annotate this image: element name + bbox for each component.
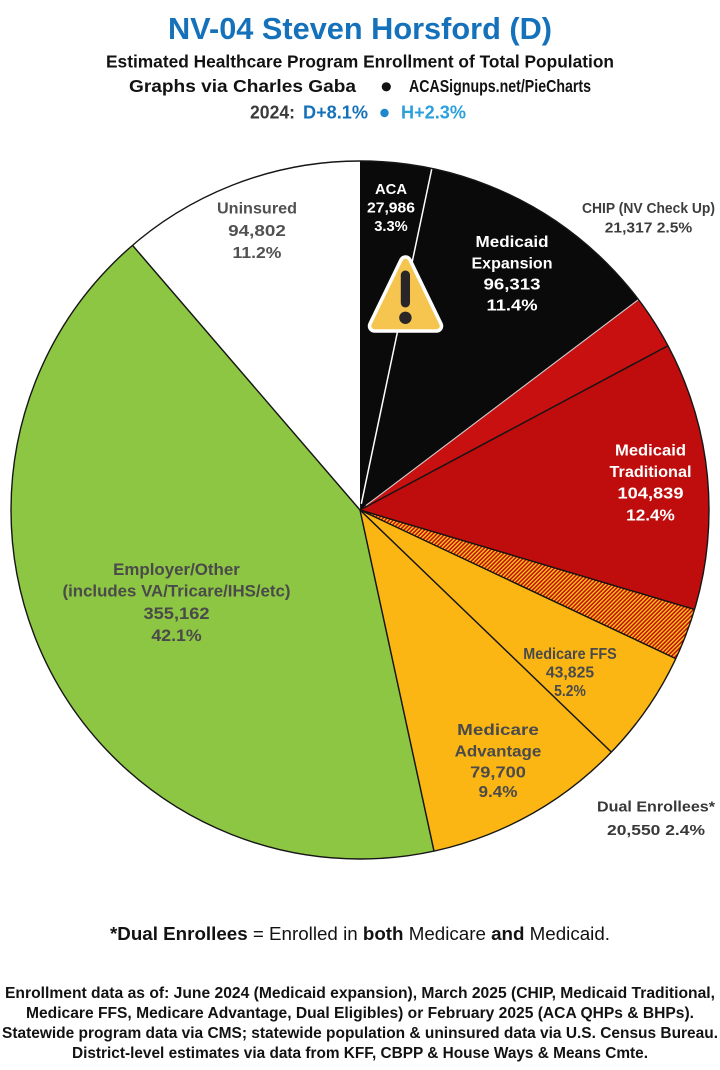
- svg-text:27,986: 27,986: [367, 201, 415, 217]
- svg-text:Expansion: Expansion: [472, 255, 553, 272]
- svg-text:9.4%: 9.4%: [479, 784, 518, 801]
- svg-text:12.4%: 12.4%: [626, 508, 675, 525]
- svg-text:Enrollment data as of: June 20: Enrollment data as of: June 2024 (Medica…: [5, 985, 715, 1002]
- svg-text:Advantage: Advantage: [455, 744, 542, 761]
- svg-text:ACA: ACA: [375, 182, 408, 198]
- svg-text:3.3%: 3.3%: [374, 219, 408, 235]
- svg-text:Medicare FFS, Medicare Advanta: Medicare FFS, Medicare Advantage, Dual E…: [26, 1005, 694, 1022]
- svg-text:355,162: 355,162: [144, 604, 210, 623]
- svg-text:NV-04 Steven Horsford (D): NV-04 Steven Horsford (D): [168, 11, 552, 46]
- svg-text:Statewide program data via CMS: Statewide program data via CMS; statewid…: [2, 1025, 718, 1042]
- svg-text:Employer/Other: Employer/Other: [113, 560, 240, 579]
- svg-text:11.4%: 11.4%: [487, 298, 538, 315]
- svg-text:21,317 2.5%: 21,317 2.5%: [605, 221, 693, 237]
- svg-text:Medicare FFS: Medicare FFS: [523, 646, 616, 663]
- svg-text:20,550 2.4%: 20,550 2.4%: [607, 822, 705, 839]
- svg-text:Dual Enrollees*: Dual Enrollees*: [597, 799, 715, 816]
- svg-text:ACASignups.net/PieCharts: ACASignups.net/PieCharts: [409, 76, 591, 96]
- svg-text:Graphs via Charles Gaba: Graphs via Charles Gaba: [129, 76, 356, 96]
- svg-text:79,700: 79,700: [470, 765, 526, 782]
- svg-text:Uninsured: Uninsured: [217, 201, 297, 218]
- svg-text:94,802: 94,802: [228, 223, 286, 240]
- svg-text:District-level estimates via d: District-level estimates via data from K…: [72, 1045, 648, 1062]
- svg-text:96,313: 96,313: [484, 277, 541, 294]
- svg-text:Medicare: Medicare: [457, 722, 539, 739]
- svg-text:43,825: 43,825: [546, 665, 595, 682]
- svg-text:42.1%: 42.1%: [151, 626, 201, 645]
- svg-text:D+8.1%: D+8.1%: [303, 103, 368, 123]
- svg-text:*Dual Enrollees = Enrolled in: *Dual Enrollees = Enrolled in both Medic…: [110, 923, 610, 944]
- svg-text:Medicaid: Medicaid: [476, 234, 549, 251]
- svg-text:H+2.3%: H+2.3%: [401, 103, 466, 123]
- svg-text:2024:: 2024:: [250, 103, 295, 123]
- svg-text:Estimated Healthcare Program E: Estimated Healthcare Program Enrollment …: [106, 52, 614, 72]
- svg-text:(includes VA/Tricare/IHS/etc): (includes VA/Tricare/IHS/etc): [63, 582, 291, 601]
- svg-text:104,839: 104,839: [618, 486, 684, 503]
- svg-text:5.2%: 5.2%: [554, 683, 586, 700]
- svg-text:Traditional: Traditional: [610, 464, 692, 481]
- svg-text:CHIP (NV Check Up): CHIP (NV Check Up): [582, 201, 715, 217]
- svg-text:Medicaid: Medicaid: [615, 443, 686, 460]
- svg-text:11.2%: 11.2%: [233, 245, 282, 262]
